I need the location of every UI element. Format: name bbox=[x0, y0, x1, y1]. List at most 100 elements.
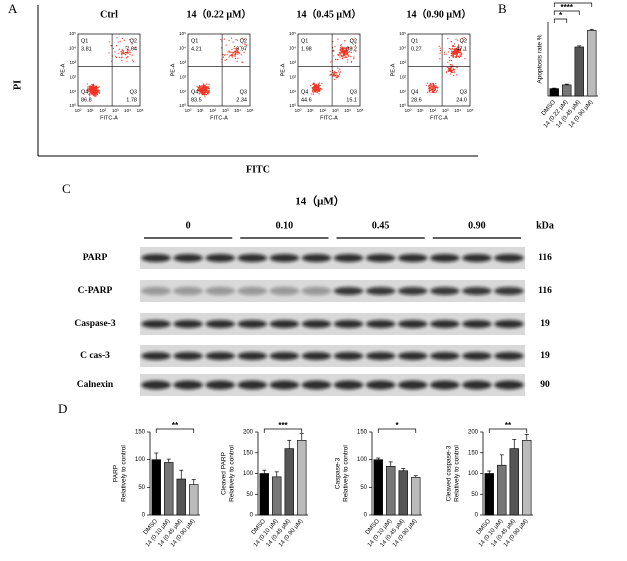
y-tick-label: 10⁵ bbox=[69, 31, 76, 36]
event-dot bbox=[347, 59, 349, 61]
blot-band bbox=[462, 380, 492, 390]
event-dot bbox=[450, 41, 452, 43]
event-dot bbox=[355, 50, 357, 53]
y-axis-label: Caspase-3 bbox=[335, 457, 342, 489]
event-dot bbox=[429, 84, 431, 86]
event-dot bbox=[456, 51, 458, 53]
blot-header: 14（μM） bbox=[295, 195, 345, 208]
y-tick-label: 10⁵ bbox=[179, 31, 186, 36]
bar bbox=[284, 448, 294, 516]
event-dot bbox=[314, 88, 317, 91]
event-dot bbox=[235, 48, 237, 50]
event-dot bbox=[344, 50, 346, 52]
event-dot bbox=[452, 71, 454, 73]
group-label: 0.10 bbox=[276, 220, 294, 231]
event-dot bbox=[310, 84, 312, 87]
event-dot bbox=[117, 52, 119, 54]
event-dot bbox=[132, 38, 134, 40]
event-dot bbox=[332, 75, 334, 77]
event-dot bbox=[127, 52, 129, 54]
event-dot bbox=[439, 52, 441, 54]
event-dot bbox=[447, 51, 450, 53]
event-dot bbox=[439, 49, 442, 51]
event-dot bbox=[345, 56, 347, 58]
event-dot bbox=[431, 90, 433, 92]
event-dot bbox=[234, 50, 236, 53]
bar bbox=[386, 466, 396, 516]
event-dot bbox=[353, 58, 355, 60]
event-dot bbox=[244, 48, 246, 50]
event-dot bbox=[428, 90, 430, 93]
event-dot bbox=[95, 94, 97, 96]
y-tick-label: 10⁰ bbox=[69, 103, 76, 108]
event-dot bbox=[316, 87, 318, 89]
event-dot bbox=[95, 85, 97, 87]
event-dot bbox=[313, 84, 315, 86]
x-tick-label: 10⁵ bbox=[247, 108, 254, 113]
event-dot bbox=[127, 56, 129, 58]
event-dot bbox=[452, 54, 454, 56]
event-dot bbox=[453, 71, 456, 73]
event-dot bbox=[342, 55, 344, 57]
quadrant-value: 28.6 bbox=[411, 97, 422, 103]
x-tick-label: 10⁴ bbox=[234, 108, 241, 113]
event-dot bbox=[129, 53, 131, 56]
event-dot bbox=[225, 44, 227, 46]
plot-frame bbox=[77, 33, 141, 107]
blot-band bbox=[397, 287, 428, 295]
event-dot bbox=[93, 95, 95, 97]
event-dot bbox=[236, 47, 238, 49]
blot-band bbox=[494, 320, 524, 328]
event-dot bbox=[125, 53, 127, 56]
y-tick-label: 0 bbox=[364, 513, 368, 519]
event-dot bbox=[241, 61, 243, 63]
significance-label: *** bbox=[278, 421, 288, 430]
event-dot bbox=[461, 53, 463, 55]
x-tick-label: 10³ bbox=[332, 108, 339, 113]
event-dot bbox=[432, 82, 434, 85]
event-dot bbox=[316, 85, 318, 87]
event-dot bbox=[428, 84, 430, 87]
event-dot bbox=[317, 86, 319, 88]
event-dot bbox=[208, 83, 210, 85]
bar bbox=[164, 462, 174, 516]
event-dot bbox=[344, 40, 346, 42]
event-dot bbox=[459, 48, 461, 51]
quadrant-name: Q4 bbox=[301, 89, 308, 95]
event-dot bbox=[208, 89, 211, 91]
panel-label: A bbox=[8, 1, 18, 16]
y-tick-label: 10⁵ bbox=[289, 31, 296, 36]
event-dot bbox=[429, 86, 431, 89]
y-tick-label: 10³ bbox=[399, 60, 406, 65]
quadrant-name: Q3 bbox=[130, 89, 137, 95]
event-dot bbox=[229, 55, 231, 57]
event-dot bbox=[316, 91, 318, 93]
event-dot bbox=[94, 95, 96, 97]
event-dot bbox=[129, 38, 131, 41]
bar bbox=[562, 84, 572, 97]
quadrant-value: 24.0 bbox=[456, 97, 467, 103]
event-dot bbox=[231, 51, 233, 53]
y-tick-label: 10¹ bbox=[179, 89, 186, 94]
blot-band bbox=[205, 287, 235, 295]
event-dot bbox=[204, 96, 206, 98]
quadrant-value: 7.64 bbox=[126, 46, 137, 52]
blot-band bbox=[494, 254, 524, 262]
event-dot bbox=[454, 55, 456, 57]
event-dot bbox=[350, 56, 352, 58]
event-dot bbox=[312, 93, 314, 95]
event-dot bbox=[336, 72, 338, 74]
bar bbox=[176, 478, 186, 516]
axis-label: FITC-A bbox=[320, 115, 338, 121]
bar bbox=[484, 473, 494, 516]
event-dot bbox=[123, 39, 125, 41]
event-dot bbox=[337, 70, 339, 72]
event-dot bbox=[350, 60, 353, 63]
event-dot bbox=[333, 75, 335, 77]
event-dot bbox=[220, 38, 222, 41]
event-dot bbox=[314, 90, 316, 92]
event-dot bbox=[315, 84, 317, 86]
blot-band bbox=[141, 380, 171, 390]
event-dot bbox=[316, 88, 318, 90]
event-dot bbox=[448, 69, 450, 71]
